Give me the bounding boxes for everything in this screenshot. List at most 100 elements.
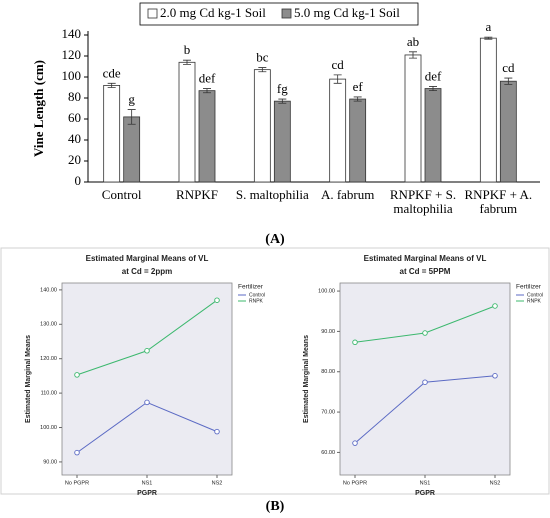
y-tick-label: 0: [75, 173, 82, 188]
y-tick-label: 130.00: [40, 322, 57, 328]
legend-title: Fertilizer: [238, 284, 264, 291]
significance-letter: ef: [353, 79, 364, 94]
chart-subtitle: at Cd = 5PPM: [400, 267, 451, 276]
plot-area: [339, 282, 511, 476]
y-tick-label: 60.00: [321, 450, 335, 456]
error-bar: [429, 86, 437, 92]
legend-box: [139, 2, 419, 26]
error-bar: [504, 77, 513, 85]
error-bar: [203, 88, 211, 94]
legend-label: 5.0 mg Cd kg-1 Soil: [294, 5, 400, 20]
point: [352, 440, 358, 446]
error-bar: [278, 98, 287, 104]
bar: [178, 61, 196, 183]
x-tick-label: RNPKF + S. maltophilia: [389, 187, 457, 216]
x-axis-title: PGPR: [137, 490, 157, 497]
bar: [404, 54, 422, 183]
bar: [253, 69, 271, 183]
error-bar: [107, 82, 116, 88]
x-tick-label: No PGPR: [343, 480, 367, 486]
x-tick-label: NS1: [420, 480, 431, 486]
point: [214, 428, 220, 435]
significance-letter: cde: [103, 65, 121, 80]
bar: [198, 90, 216, 183]
panel-frame: [0, 247, 550, 495]
y-tick-label: 120: [62, 47, 82, 62]
chart-title: Estimated Marginal Means of VL: [364, 254, 487, 263]
significance-letter: bc: [256, 50, 269, 65]
bar: [273, 100, 291, 183]
y-tick-label: 100.00: [40, 425, 57, 431]
y-tick-label: 80.00: [321, 369, 335, 375]
significance-letter: ab: [407, 34, 419, 49]
legend-title: Fertilizer: [516, 284, 542, 291]
significance-letter: fg: [277, 81, 288, 96]
y-tick-label: 40: [68, 131, 81, 146]
y-tick-label: 60: [68, 110, 81, 125]
chart-subtitle: at Cd = 2ppm: [122, 267, 172, 276]
point: [352, 339, 358, 346]
significance-letter: def: [425, 68, 442, 83]
legend-swatch: [147, 8, 158, 19]
panel-label: (A): [265, 232, 285, 247]
chart-title: Estimated Marginal Means of VL: [86, 254, 209, 263]
y-tick-label: 90.00: [43, 459, 57, 465]
bar: [123, 116, 141, 183]
panel-label: (B): [266, 499, 285, 514]
x-tick-label: NS2: [490, 480, 501, 486]
significance-letter: cd: [502, 60, 515, 75]
x-tick-label: RNPKF: [176, 187, 218, 202]
x-tick-label: S. maltophilia: [235, 187, 309, 202]
legend-label: RNPK: [249, 298, 264, 304]
plot-area: [61, 282, 233, 476]
legend-label: 2.0 mg Cd kg-1 Soil: [160, 5, 266, 20]
y-tick-label: 100: [62, 68, 82, 83]
x-tick-label: NS1: [142, 480, 153, 486]
y-axis-title: Estimated Marginal Means: [25, 335, 32, 423]
y-tick-label: 100.00: [318, 289, 335, 295]
error-bar: [353, 96, 362, 102]
error-bar: [258, 67, 267, 73]
error-bar: [127, 109, 136, 125]
significance-letter: a: [485, 19, 491, 34]
y-tick-label: 90.00: [321, 329, 335, 335]
point: [74, 372, 80, 378]
error-bar: [183, 59, 191, 65]
y-tick-label: 140.00: [40, 287, 57, 293]
y-axis-title: Vine Length (cm): [31, 60, 46, 157]
point: [144, 399, 150, 406]
error-bar: [333, 74, 342, 84]
x-tick-label: NS2: [212, 480, 223, 486]
bar: [479, 37, 497, 183]
significance-letter: cd: [332, 57, 345, 72]
point: [422, 379, 428, 385]
bar: [349, 98, 367, 183]
point: [144, 348, 150, 354]
y-tick-label: 80: [68, 89, 81, 104]
error-bar: [484, 36, 493, 40]
x-tick-label: No PGPR: [65, 480, 89, 486]
significance-letter: b: [184, 42, 191, 57]
bar: [424, 88, 442, 183]
legend-label: Control: [527, 292, 543, 298]
x-tick-label: A. fabrum: [320, 187, 375, 202]
bar: [103, 85, 121, 183]
significance-letter: g: [128, 92, 135, 107]
y-tick-label: 110.00: [41, 391, 57, 397]
y-axis-title: Estimated Marginal Means: [303, 335, 310, 423]
error-bar: [409, 51, 417, 59]
legend-label: RNPK: [527, 298, 542, 304]
bar: [329, 78, 347, 183]
point: [214, 297, 220, 303]
x-tick-label: RNPKF + A. fabrum: [464, 187, 533, 216]
y-tick-label: 120.00: [40, 356, 57, 362]
bar: [499, 80, 517, 183]
significance-letter: def: [199, 71, 216, 86]
legend-swatch: [281, 8, 292, 19]
x-axis-title: PGPR: [415, 490, 435, 497]
point: [492, 303, 498, 309]
y-tick-label: 140: [62, 26, 82, 41]
y-tick-label: 20: [68, 152, 81, 167]
